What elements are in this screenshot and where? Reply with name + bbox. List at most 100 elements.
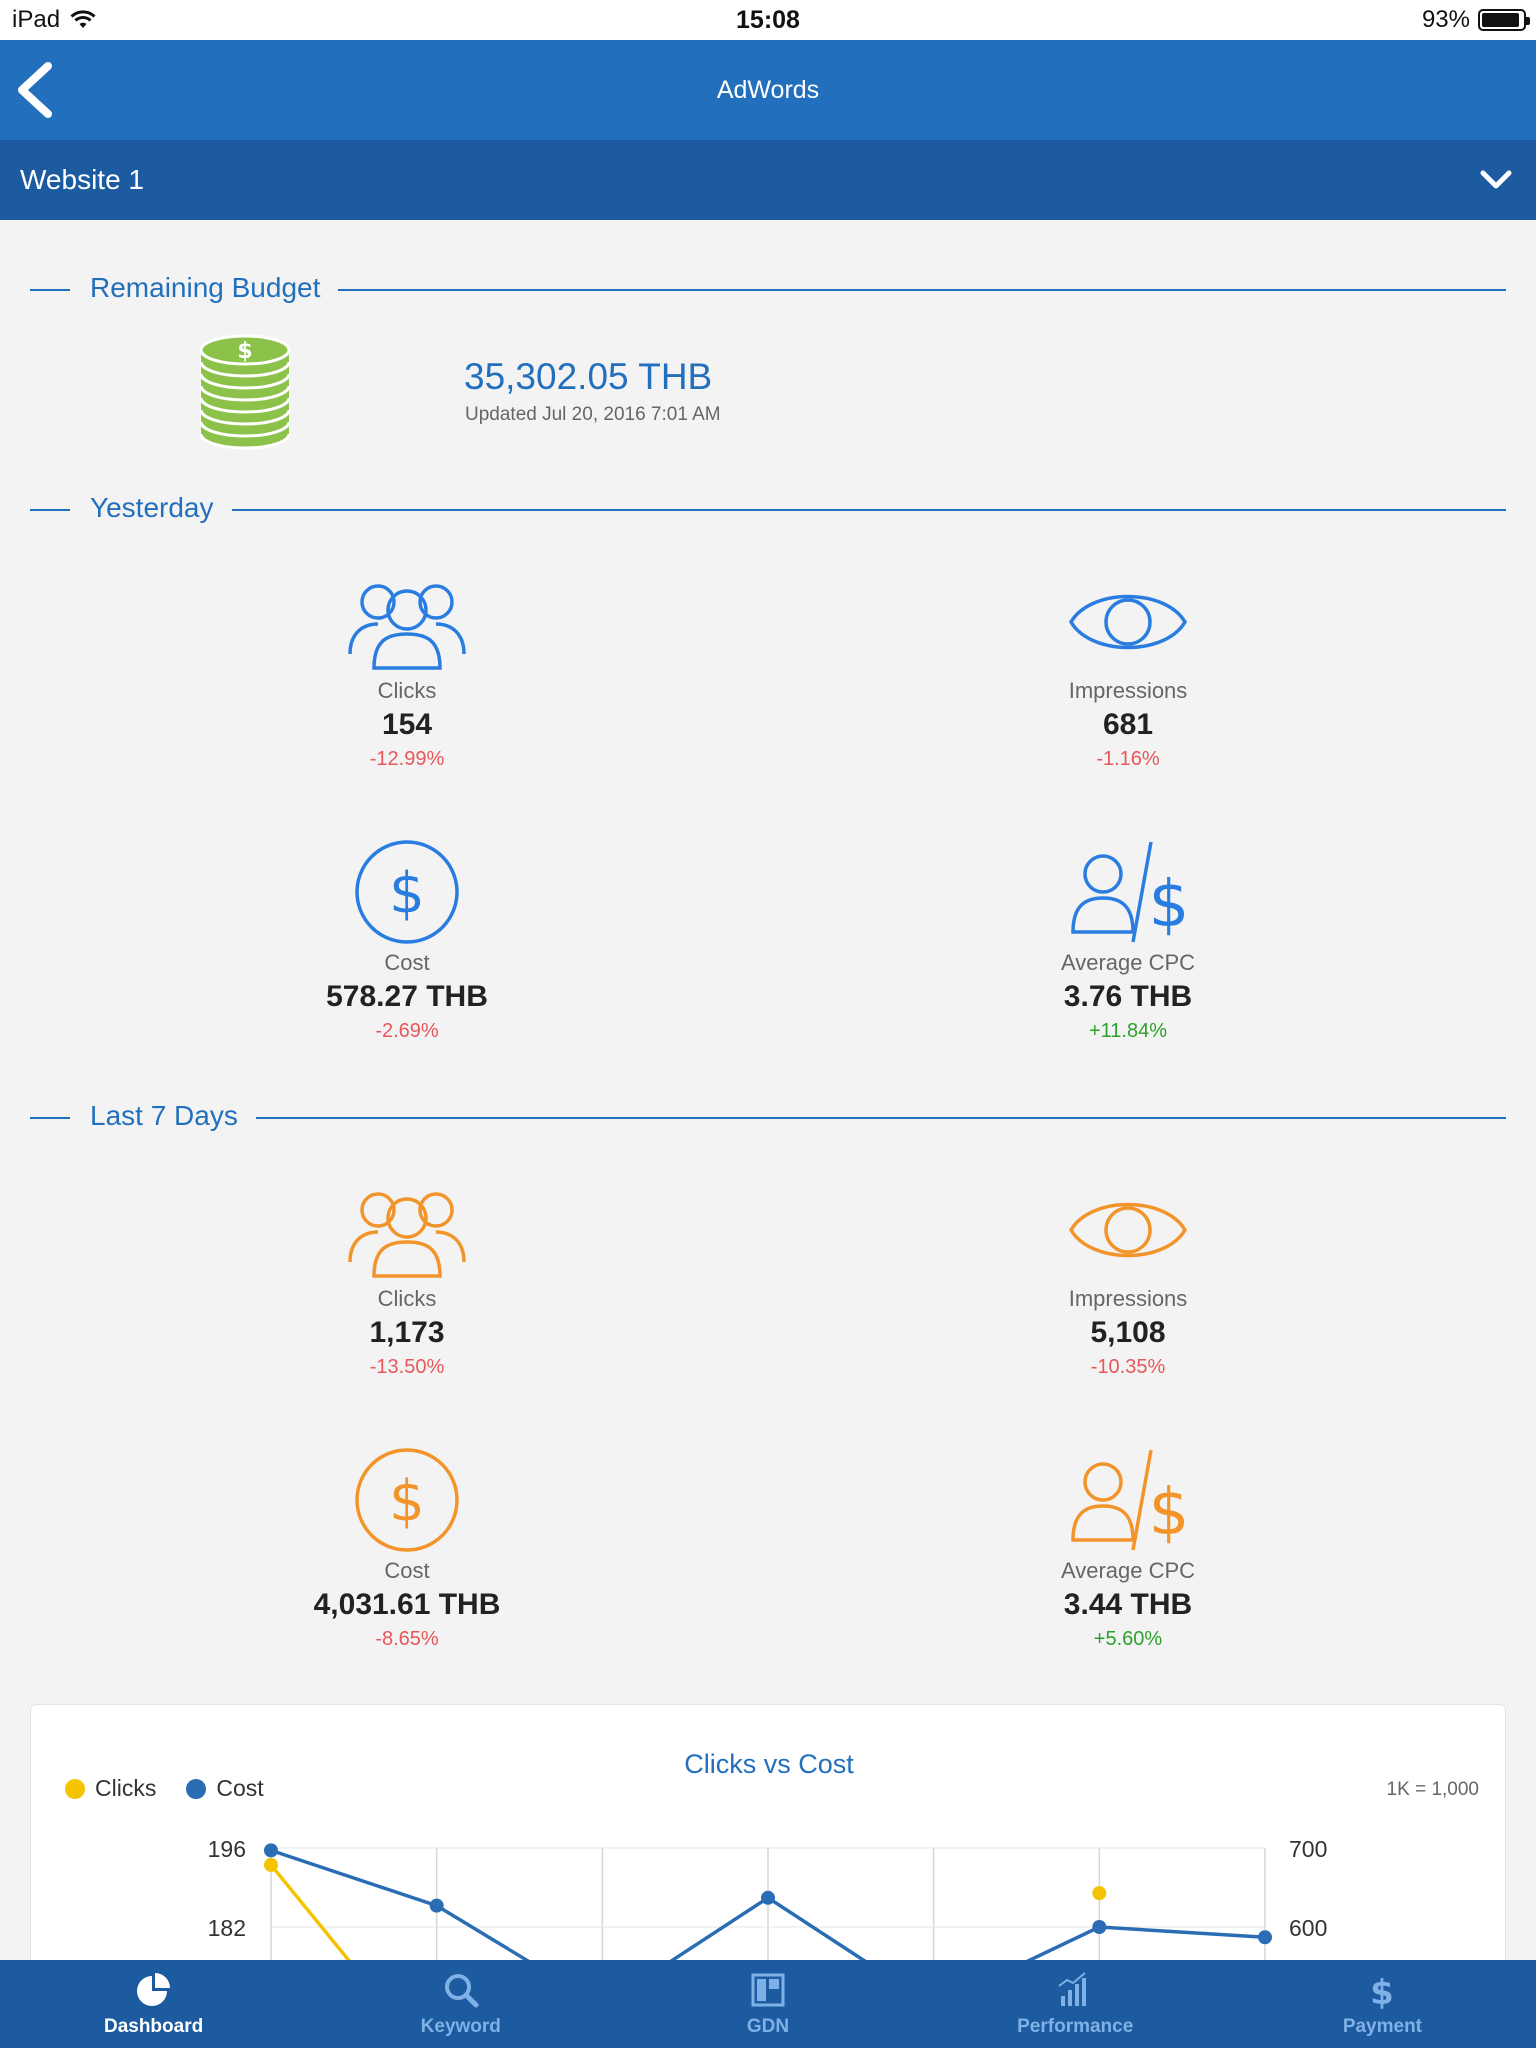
- tab-label: Payment: [1342, 2016, 1423, 2037]
- metric-change: -12.99%: [369, 748, 445, 770]
- metric-label: Average CPC: [1060, 1558, 1196, 1583]
- last7-clicks: Clicks 1,173 -13.50%: [197, 1180, 617, 1379]
- last7-average-cpc: $ Average CPC 3.44 THB +5.60%: [918, 1448, 1338, 1651]
- y-left-tick-label: 196: [208, 1836, 246, 1862]
- metric-change: -1.16%: [1096, 748, 1160, 770]
- back-chevron-icon[interactable]: [8, 58, 68, 122]
- status-left: iPad: [12, 6, 96, 34]
- layout-icon: [751, 1973, 785, 2007]
- metric-label: Impressions: [1068, 678, 1188, 703]
- metric-change: -8.65%: [375, 1628, 439, 1650]
- budget-value: 35,302.05 THB: [464, 356, 713, 397]
- series-line-cost: [1099, 1925, 1266, 1940]
- dollar-circle-icon: $: [355, 840, 459, 944]
- search-icon: [444, 1974, 479, 2008]
- chevron-down-icon: [1480, 170, 1512, 189]
- metric-label: Clicks: [377, 1286, 437, 1311]
- user-per-dollar-icon: $: [1071, 1449, 1190, 1551]
- metric-change: -2.69%: [375, 1020, 439, 1042]
- metric-label: Cost: [384, 950, 430, 975]
- dollar-circle-icon: $: [355, 1448, 459, 1552]
- legend-dot-clicks: [65, 1778, 85, 1799]
- section-title: Remaining Budget: [90, 272, 339, 304]
- status-right: 93%: [1421, 6, 1530, 34]
- coin-stack-icon: $: [199, 334, 291, 450]
- yesterday-impressions: Impressions 681 -1.16%: [918, 572, 1338, 771]
- y-right-tick-label: 600: [1289, 1915, 1327, 1941]
- legend-label: Clicks: [95, 1775, 157, 1801]
- tab-dashboard[interactable]: Dashboard: [0, 1960, 307, 2048]
- legend-item-clicks[interactable]: Clicks: [65, 1775, 156, 1802]
- metric-change: +5.60%: [1093, 1628, 1163, 1650]
- budget-updated: Updated Jul 20, 2016 7:01 AM: [465, 404, 721, 425]
- metric-value: 3.44 THB: [1063, 1588, 1193, 1621]
- device-name: iPad: [12, 6, 61, 33]
- yesterday-clicks: Clicks 154 -12.99%: [197, 572, 617, 771]
- data-point-cost: [761, 1890, 775, 1905]
- metric-value: 3.76 THB: [1063, 980, 1193, 1013]
- last7-cost: $ Cost 4,031.61 THB -8.65%: [197, 1448, 617, 1651]
- eye-icon: [1068, 594, 1188, 650]
- tab-payment[interactable]: $ Payment: [1229, 1960, 1536, 2048]
- status-time: 15:08: [736, 6, 800, 34]
- battery-percent: 93%: [1421, 6, 1470, 33]
- legend-dot-cost: [186, 1778, 207, 1799]
- tab-bar: Dashboard Keyword GDN Performance $ Paym…: [0, 1960, 1536, 2048]
- tab-gdn[interactable]: GDN: [614, 1960, 921, 2048]
- data-point-cost: [1258, 1930, 1272, 1945]
- svg-text:$: $: [1371, 1973, 1395, 2010]
- metric-label: Cost: [384, 1558, 430, 1583]
- svg-text:$: $: [389, 1469, 425, 1534]
- eye-icon: [1068, 1202, 1188, 1258]
- svg-text:$: $: [389, 861, 425, 926]
- nav-title: AdWords: [716, 76, 820, 104]
- tab-performance[interactable]: Performance: [922, 1960, 1229, 2048]
- tab-label: Keyword: [420, 2016, 501, 2037]
- battery-icon: [1478, 9, 1530, 31]
- metric-change: -10.35%: [1090, 1356, 1166, 1378]
- clicks-vs-cost-chart: Clicks vs Cost Clicks Cost 1K = 1,000 19…: [30, 1704, 1506, 2004]
- chart-scale-note: 1K = 1,000: [1386, 1779, 1479, 1800]
- legend-label: Cost: [216, 1775, 264, 1801]
- metric-value: 578.27 THB: [326, 980, 488, 1013]
- users-icon: [348, 584, 466, 670]
- svg-text:$: $: [1149, 1476, 1190, 1550]
- section-title: Yesterday: [90, 492, 232, 524]
- series-line-cost: [270, 1848, 438, 1908]
- last7-impressions: Impressions 5,108 -10.35%: [918, 1180, 1338, 1379]
- metric-value: 5,108: [1090, 1316, 1166, 1349]
- metric-label: Average CPC: [1060, 950, 1196, 975]
- nav-bar: AdWords: [0, 40, 1536, 140]
- pie-chart-icon: [136, 1973, 170, 2006]
- site-selector[interactable]: Website 1: [0, 140, 1536, 220]
- metric-label: Clicks: [377, 678, 437, 703]
- site-selector-label: Website 1: [20, 164, 144, 195]
- tab-label: Dashboard: [103, 2016, 204, 2037]
- yesterday-average-cpc: $ Average CPC 3.76 THB +11.84%: [918, 840, 1338, 1043]
- tab-label: Performance: [1017, 2016, 1134, 2037]
- metric-value: 681: [1102, 708, 1154, 741]
- yesterday-cost: $ Cost 578.27 THB -2.69%: [197, 840, 617, 1043]
- metric-label: Impressions: [1068, 1286, 1188, 1311]
- metric-value: 4,031.61 THB: [313, 1588, 501, 1621]
- legend-item-cost[interactable]: Cost: [186, 1775, 264, 1802]
- svg-text:$: $: [237, 339, 252, 364]
- wifi-icon: [70, 10, 96, 28]
- metric-value: 154: [381, 708, 433, 741]
- tab-keyword[interactable]: Keyword: [307, 1960, 614, 2048]
- section-yesterday: Yesterday: [30, 490, 1506, 530]
- metric-change: -13.50%: [369, 1356, 445, 1378]
- y-left-tick-label: 182: [208, 1915, 246, 1941]
- section-last-7-days: Last 7 Days: [30, 1098, 1506, 1138]
- status-bar: iPad 15:08 93%: [0, 0, 1536, 40]
- data-point-clicks: [1092, 1886, 1107, 1901]
- metric-value: 1,173: [369, 1316, 445, 1349]
- section-remaining-budget: Remaining Budget: [30, 270, 1506, 310]
- svg-text:$: $: [1149, 868, 1190, 942]
- data-point-cost: [429, 1898, 444, 1913]
- dollar-icon: $: [1371, 1973, 1395, 2010]
- data-point-cost: [1092, 1920, 1107, 1934]
- chart-title: Clicks vs Cost: [684, 1749, 854, 1779]
- user-per-dollar-icon: $: [1071, 841, 1190, 943]
- data-point-clicks: [264, 1857, 278, 1872]
